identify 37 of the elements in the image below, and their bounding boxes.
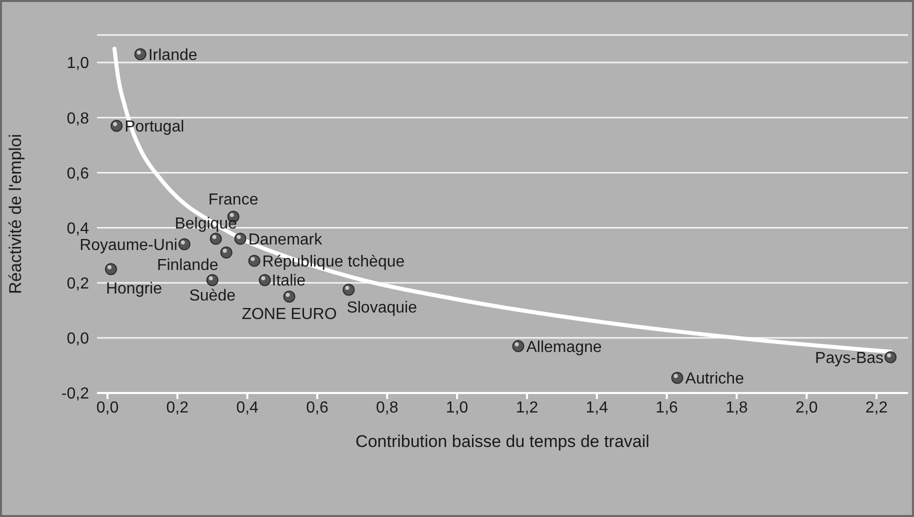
y-tick-label: 0,2 — [66, 276, 90, 293]
annotation: France — [208, 191, 258, 208]
annotation: Autriche — [685, 370, 744, 388]
annotation: Royaume-Uni — [80, 236, 178, 254]
x-tick-label: 1,6 — [656, 399, 678, 416]
annotation: Irlande — [148, 46, 198, 64]
annotation: Suède — [189, 288, 236, 305]
annotation: Hongrie — [106, 280, 162, 298]
annotation: Italie — [272, 272, 306, 290]
annotation: Slovaquie — [346, 299, 418, 316]
y-tick-label: 0,4 — [66, 220, 90, 238]
annotation: République tchèque — [262, 253, 405, 270]
annotation: Belgique — [174, 215, 238, 232]
x-axis-title: Contribution baisse du temps de travail — [356, 432, 650, 451]
annotation: Pays-Bas — [815, 350, 884, 367]
x-tick-label: 1,0 — [446, 399, 468, 416]
y-axis-title: Réactivité de l'emploi — [6, 134, 26, 294]
y-tick-label: 1,0 — [66, 55, 90, 72]
x-tick-label: 1,4 — [586, 399, 608, 416]
annotation: Danemark — [248, 231, 324, 248]
x-tick-label: 0,8 — [376, 399, 398, 416]
x-tick-label: 2,2 — [865, 399, 888, 416]
x-tick-label: 1,2 — [516, 399, 538, 416]
x-tick-label: 0,4 — [236, 399, 259, 416]
annotation: Allemagne — [526, 338, 602, 356]
y-tick-label: 0,8 — [66, 110, 90, 128]
x-tick-label: 2,0 — [796, 399, 818, 416]
x-tick-label: 1,8 — [726, 399, 748, 416]
annotation: Finlande — [156, 257, 218, 274]
x-tick-label: 0,0 — [96, 399, 119, 416]
x-tick-label: 0,6 — [306, 399, 328, 416]
y-tick-label: 0,6 — [66, 165, 90, 182]
x-tick-label: 0,2 — [166, 399, 189, 416]
annotation: ZONE EURO — [242, 306, 337, 324]
annotation: Portugal — [124, 118, 184, 136]
y-tick-label: 0,0 — [66, 330, 90, 348]
y-tick-label: -0,2 — [61, 386, 90, 403]
